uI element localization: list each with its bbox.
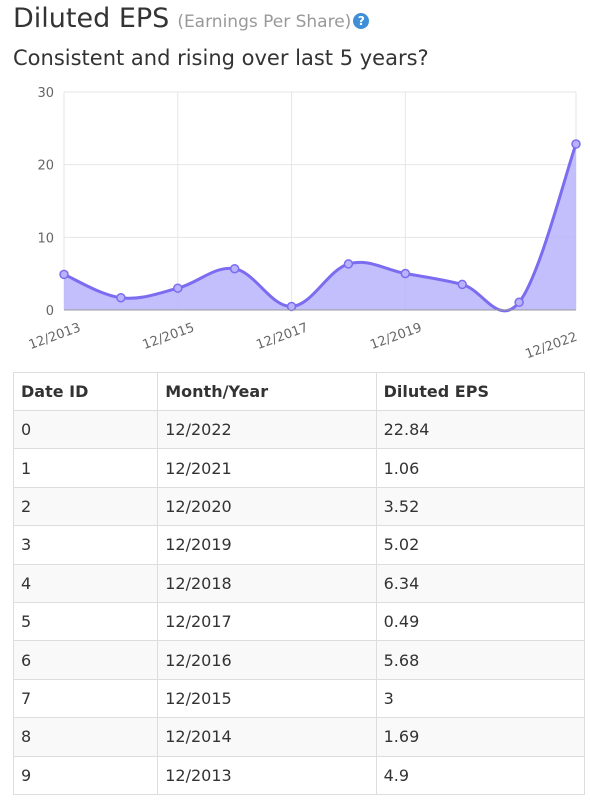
table-row: 7 12/2015 3 bbox=[12, 678, 586, 719]
table-cell: 9 bbox=[12, 755, 159, 795]
data-point bbox=[286, 301, 297, 312]
column-header: Date ID bbox=[12, 372, 159, 411]
x-tick-label: 12/2022 bbox=[523, 330, 579, 363]
table-row: 6 12/2016 5.68 bbox=[12, 640, 586, 680]
data-point bbox=[343, 259, 354, 269]
table-row: 0 12/2022 22.84 bbox=[12, 409, 586, 450]
table-cell: 12/2013 bbox=[157, 755, 377, 795]
table-cell: 8 bbox=[12, 717, 159, 757]
data-point bbox=[229, 263, 240, 274]
table-cell: 12/2018 bbox=[157, 563, 377, 603]
eps-chart: 0 10 20 30 12/2013 12/2015 12/2017 12/2019 12/20… bbox=[27, 86, 581, 363]
data-point bbox=[59, 269, 69, 280]
column-header: Month/Year bbox=[157, 372, 377, 411]
table-cell: 1.69 bbox=[375, 717, 586, 757]
x-tick-label: 12/2015 bbox=[141, 320, 197, 353]
data-point bbox=[571, 139, 581, 149]
help-icon[interactable]: ? bbox=[353, 13, 370, 29]
column-header: Diluted EPS bbox=[375, 372, 586, 411]
table-cell: 0 bbox=[12, 409, 159, 450]
series-line bbox=[63, 143, 578, 313]
table-cell: 12/2015 bbox=[157, 678, 377, 719]
table-row: 1 12/2021 1.06 bbox=[12, 448, 586, 488]
table-cell: 6.34 bbox=[375, 563, 586, 603]
table-cell: 3 bbox=[12, 525, 159, 565]
table-cell: 4.9 bbox=[375, 755, 586, 795]
data-point bbox=[400, 268, 411, 279]
table-row: 9 12/2013 4.9 bbox=[12, 755, 586, 795]
table-cell: 7 bbox=[12, 678, 159, 719]
table-body: 0 12/2022 22.84 1 12/2021 1.06 2 12/2020 3.52 3 12… bbox=[12, 409, 586, 795]
table-cell: 22.84 bbox=[375, 409, 586, 450]
y-tick-label: 0 bbox=[46, 304, 54, 319]
y-tick-label: 10 bbox=[37, 231, 54, 246]
table-row: 4 12/2018 6.34 bbox=[12, 563, 586, 603]
y-tick-label: 20 bbox=[37, 159, 54, 174]
table-cell: 1.06 bbox=[375, 448, 586, 488]
y-tick-label: 30 bbox=[37, 86, 54, 101]
table-cell: 12/2019 bbox=[157, 525, 377, 565]
table-cell: 12/2021 bbox=[157, 448, 377, 488]
table-row: 2 12/2020 3.52 bbox=[12, 486, 586, 527]
table-cell: 12/2022 bbox=[157, 409, 377, 450]
x-tick-label: 12/2017 bbox=[254, 320, 310, 353]
data-point bbox=[173, 283, 183, 293]
page-title-sub: (Earnings Per Share) bbox=[177, 12, 352, 32]
x-tick-label: 12/2013 bbox=[27, 320, 83, 353]
table-cell: 5.02 bbox=[375, 525, 586, 565]
table-cell: 4 bbox=[12, 563, 159, 603]
table-cell: 12/2020 bbox=[157, 486, 377, 527]
page-title: Diluted EPS bbox=[13, 3, 170, 34]
table-cell: 3 bbox=[375, 678, 586, 719]
eps-table: Date ID Month/Year Diluted EPS 0 12/2022 22.… bbox=[12, 372, 586, 795]
table-header-row: Date ID Month/Year Diluted EPS bbox=[12, 372, 586, 411]
table-cell: 12/2017 bbox=[157, 601, 377, 642]
data-point bbox=[514, 297, 524, 308]
table-cell: 5 bbox=[12, 601, 159, 642]
table-row: 3 12/2019 5.02 bbox=[12, 525, 586, 565]
table-row: 8 12/2014 1.69 bbox=[12, 717, 586, 757]
data-point bbox=[457, 279, 467, 290]
table-row: 5 12/2017 0.49 bbox=[12, 601, 586, 642]
table-cell: 3.52 bbox=[375, 486, 586, 527]
data-point bbox=[116, 292, 126, 303]
table-cell: 1 bbox=[12, 448, 159, 488]
table-cell: 6 bbox=[12, 640, 159, 680]
table-cell: 12/2016 bbox=[157, 640, 377, 680]
table-cell: 0.49 bbox=[375, 601, 586, 642]
table-cell: 5.68 bbox=[375, 640, 586, 680]
chart-subtitle: Consistent and rising over last 5 years? bbox=[13, 46, 429, 70]
table-cell: 12/2014 bbox=[157, 717, 377, 757]
table-cell: 2 bbox=[12, 486, 159, 527]
x-tick-label: 12/2019 bbox=[368, 320, 424, 353]
title-row: Diluted EPS (Earnings Per Share) ? bbox=[13, 3, 370, 34]
